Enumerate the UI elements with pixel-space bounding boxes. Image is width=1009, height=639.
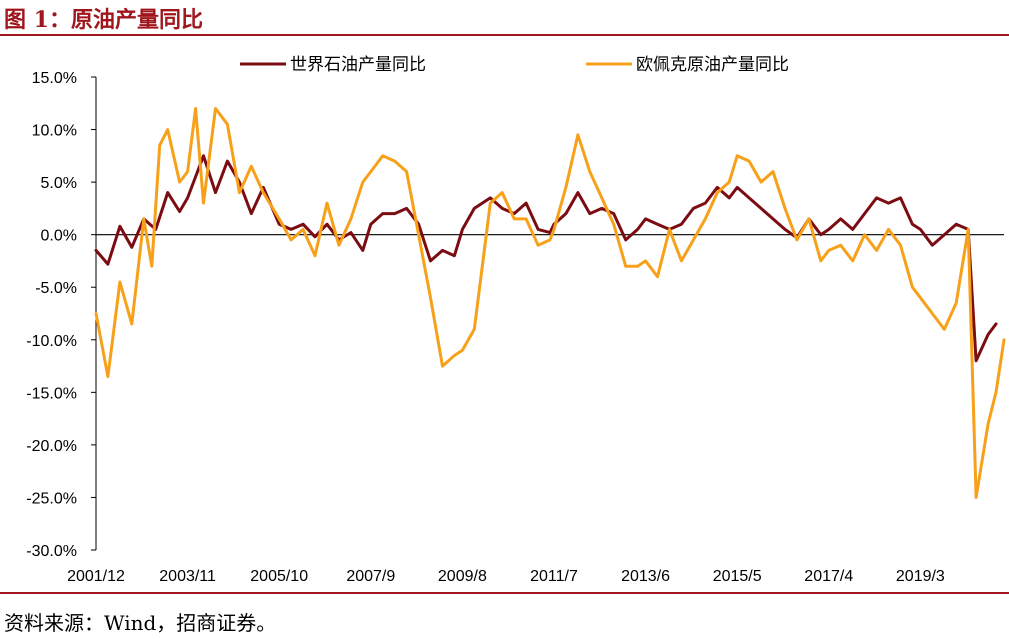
legend: 世界石油产量同比 欧佩克原油产量同比 <box>240 55 789 75</box>
y-tick-label: -10.0% <box>26 333 77 350</box>
bottom-rule <box>0 592 1009 594</box>
x-tick-label: 2003/11 <box>159 568 216 585</box>
y-tick-label: -15.0% <box>26 385 77 402</box>
x-tick-label: 2001/12 <box>67 568 125 585</box>
y-tick-label: 0.0% <box>41 228 77 245</box>
y-tick-label: 15.0% <box>32 70 77 87</box>
x-tick-label: 2017/4 <box>804 568 853 585</box>
x-tick-label: 2019/3 <box>896 568 945 585</box>
y-tick-label: -30.0% <box>26 543 77 560</box>
y-tick-label: -5.0% <box>35 280 77 297</box>
x-tick-label: 2005/10 <box>250 568 308 585</box>
y-tick-label: 10.0% <box>32 123 77 140</box>
x-tick-label: 2013/6 <box>621 568 670 585</box>
x-tick-label: 2007/9 <box>346 568 395 585</box>
figure-title: 图 1：原油产量同比 <box>4 7 203 33</box>
x-tick-label: 2015/5 <box>713 568 762 585</box>
y-axis: 15.0% 10.0% 5.0% 0.0% -5.0% -10.0% -15.0% -20.0… <box>26 70 97 560</box>
y-tick-label: -25.0% <box>26 490 77 507</box>
x-tick-label: 2009/8 <box>438 568 487 585</box>
x-tick-label: 2011/7 <box>530 568 578 585</box>
series-line-world <box>94 154 998 363</box>
series-line-opec <box>94 107 1006 499</box>
line-chart: 世界石油产量同比 欧佩克原油产量同比 15.0% 10.0% 5.0% 0.0% -5.0… <box>26 55 1006 585</box>
legend-label: 世界石油产量同比 <box>290 55 426 75</box>
source-note: 资料来源：Wind，招商证券。 <box>4 611 277 635</box>
x-axis: 2001/12 2003/11 2005/10 2007/9 2009/8 2011/7 2… <box>67 234 1004 585</box>
top-rule <box>0 34 1009 36</box>
y-tick-label: 5.0% <box>41 175 77 192</box>
legend-label: 欧佩克原油产量同比 <box>636 55 789 75</box>
y-tick-label: -20.0% <box>26 438 77 455</box>
plot-area <box>94 107 1006 499</box>
